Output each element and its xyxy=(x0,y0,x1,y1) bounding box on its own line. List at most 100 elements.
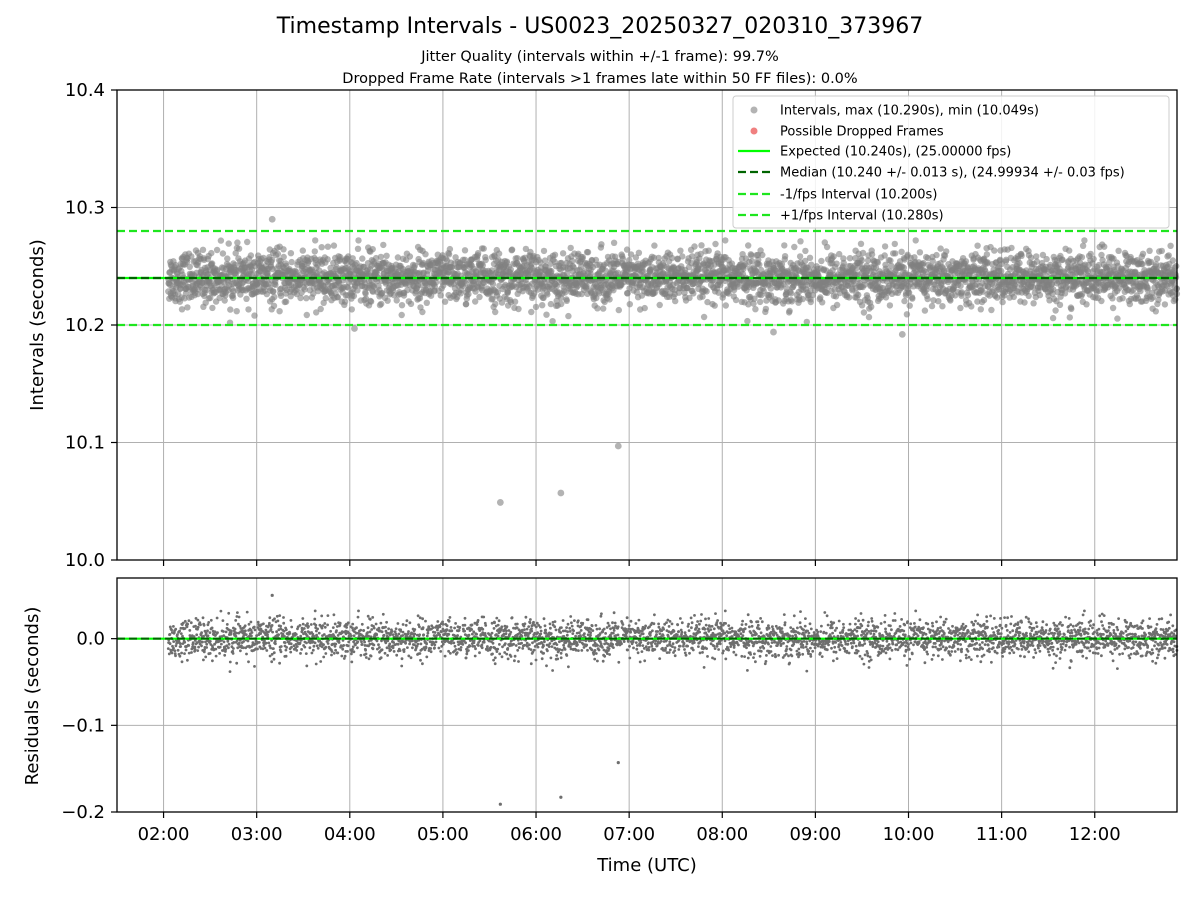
interval-point xyxy=(461,247,469,254)
residual-point xyxy=(179,642,182,646)
interval-point xyxy=(881,252,888,259)
residual-point xyxy=(309,623,313,626)
residual-point xyxy=(227,646,230,650)
interval-point xyxy=(324,243,332,250)
interval-point xyxy=(1167,242,1174,249)
interval-point xyxy=(990,281,997,288)
residual-point xyxy=(315,633,318,637)
residual-point xyxy=(416,614,420,618)
interval-point xyxy=(791,243,798,251)
interval-point xyxy=(1083,301,1090,308)
residual-point xyxy=(242,640,246,643)
residual-point xyxy=(216,631,219,634)
residual-point xyxy=(425,642,428,646)
residual-point xyxy=(364,656,368,659)
residual-point xyxy=(355,626,358,630)
interval-point xyxy=(532,303,540,311)
interval-point xyxy=(756,298,764,306)
interval-point xyxy=(219,250,227,257)
interval-point xyxy=(378,300,385,308)
residual-point xyxy=(283,635,286,638)
interval-point xyxy=(686,294,693,302)
interval-point xyxy=(213,246,221,254)
interval-point xyxy=(788,298,796,305)
interval-point xyxy=(293,290,300,298)
residual-point xyxy=(168,633,172,636)
residual-point xyxy=(343,654,347,658)
interval-point xyxy=(928,302,936,310)
residual-point xyxy=(394,627,398,631)
interval-point xyxy=(859,249,867,257)
residual-point xyxy=(230,629,233,633)
residual-point xyxy=(295,645,299,648)
residual-point xyxy=(244,633,248,637)
interval-point xyxy=(998,267,1005,275)
interval-point xyxy=(498,299,506,306)
interval-point xyxy=(495,250,503,257)
interval-point xyxy=(744,317,751,325)
residual-point xyxy=(205,646,209,649)
interval-point xyxy=(623,246,631,253)
residual-point xyxy=(202,623,206,627)
residual-point xyxy=(333,622,337,626)
interval-point xyxy=(958,289,965,296)
interval-point xyxy=(539,302,546,309)
residual-point xyxy=(231,652,235,655)
interval-point xyxy=(584,249,592,256)
residual-point xyxy=(275,614,279,618)
residual-point xyxy=(368,630,372,634)
interval-point xyxy=(732,296,740,304)
residual-point xyxy=(186,622,190,626)
residual-point xyxy=(282,621,286,625)
residual-point xyxy=(274,642,277,646)
interval-point xyxy=(178,306,186,313)
residual-point xyxy=(351,626,354,630)
residual-point xyxy=(264,641,268,645)
interval-point xyxy=(1101,243,1108,250)
residual-point xyxy=(228,660,232,664)
residual-point xyxy=(411,646,414,650)
interval-point xyxy=(626,301,633,308)
residual-point xyxy=(183,640,187,644)
residual-point xyxy=(267,641,271,645)
residual-point xyxy=(455,651,459,655)
interval-point xyxy=(912,237,919,244)
residual-point xyxy=(352,650,356,654)
residual-point xyxy=(330,653,333,657)
interval-outlier-point xyxy=(351,325,358,332)
residual-point xyxy=(237,615,241,619)
interval-point xyxy=(251,312,258,319)
interval-point xyxy=(722,302,729,309)
residual-point xyxy=(351,645,355,649)
residual-point xyxy=(356,640,360,643)
residual-point xyxy=(208,631,212,634)
residual-point xyxy=(306,622,309,625)
interval-point xyxy=(349,255,356,262)
interval-point xyxy=(324,256,331,263)
interval-point xyxy=(1115,247,1122,254)
residual-point xyxy=(407,654,411,658)
interval-point xyxy=(767,292,775,299)
residual-point xyxy=(289,619,293,622)
residual-point xyxy=(234,619,238,622)
interval-point xyxy=(1011,282,1019,289)
residual-point xyxy=(463,623,467,627)
residual-point xyxy=(341,647,345,651)
interval-point xyxy=(888,262,895,270)
interval-point xyxy=(983,251,991,258)
residual-point xyxy=(201,640,204,644)
interval-point xyxy=(186,263,193,270)
residual-point xyxy=(336,651,340,655)
residual-point xyxy=(194,624,197,628)
interval-point xyxy=(797,238,804,245)
interval-point xyxy=(274,250,282,258)
residual-point xyxy=(445,628,449,632)
residual-point xyxy=(396,642,400,646)
residual-point xyxy=(400,657,404,661)
residual-point xyxy=(404,641,407,645)
residual-point xyxy=(346,650,349,653)
residual-point xyxy=(245,652,248,656)
residual-point xyxy=(362,629,366,632)
interval-point xyxy=(272,281,279,288)
residual-point xyxy=(379,656,383,660)
